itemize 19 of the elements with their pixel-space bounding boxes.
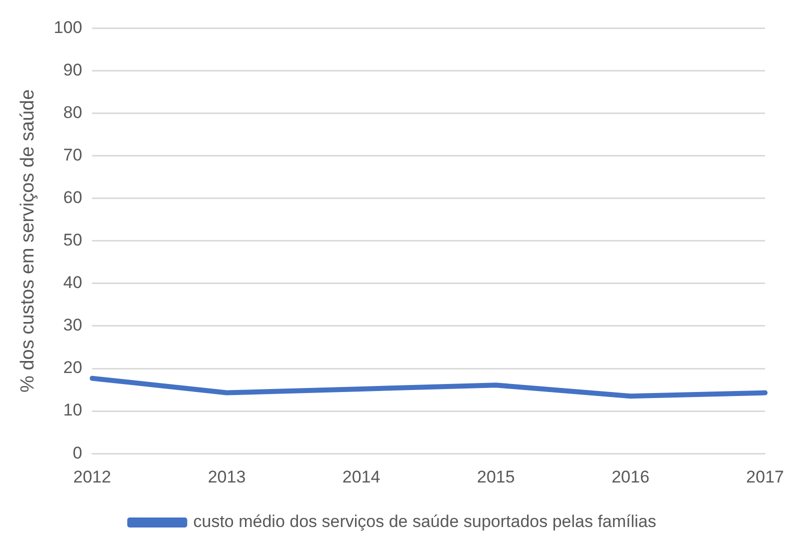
- y-tick-label: 10: [63, 400, 82, 420]
- y-tick-label: 80: [63, 102, 82, 122]
- x-tick-label: 2015: [477, 467, 515, 486]
- y-tick-label: 40: [63, 273, 82, 292]
- y-tick-label: 70: [63, 146, 82, 165]
- legend-label: custo médio dos serviços de saúde suportados pelas famílias: [193, 512, 656, 532]
- y-tick-label: 90: [63, 60, 82, 80]
- x-tick-label: 2013: [208, 467, 246, 486]
- x-tick-label: 2014: [342, 467, 380, 486]
- x-tick-label: 2017: [746, 467, 784, 486]
- y-tick-label: 30: [63, 316, 82, 335]
- y-tick-label: 0: [72, 443, 82, 462]
- x-tick-label: 2016: [612, 467, 650, 486]
- y-axis-title: % dos custos em serviços de saúde: [18, 89, 39, 392]
- y-tick-label: 60: [63, 188, 82, 208]
- y-tick-label: 50: [63, 230, 82, 250]
- y-tick-label: 20: [63, 358, 82, 378]
- x-tick-label: 2012: [73, 467, 112, 486]
- y-tick-label: 100: [54, 18, 82, 37]
